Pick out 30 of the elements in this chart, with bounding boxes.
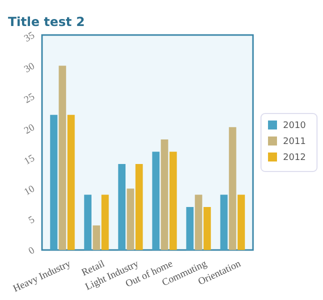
bar [101,194,109,250]
bar [220,194,228,250]
bar [118,164,126,250]
y-tick-label: 30 [22,60,37,76]
y-tick-label: 20 [22,122,37,137]
bar [67,114,75,250]
bar [228,127,236,250]
y-tick-label: 10 [22,184,37,198]
legend-label: 2011 [283,136,306,147]
bar [50,114,58,250]
bar [58,66,66,250]
bar [152,152,160,250]
legend-label: 2012 [283,152,306,163]
y-tick-label: 0 [26,245,37,258]
y-tick-label: 35 [22,30,37,45]
bar [186,207,194,250]
y-tick-label: 25 [22,91,37,106]
bar [204,207,211,250]
chart-title: Title test 2 [8,14,85,29]
bar [84,194,92,250]
y-tick-label: 15 [22,152,37,168]
bar [126,188,134,250]
bar [160,139,168,250]
bar [135,164,143,250]
legend-label: 2010 [283,120,306,131]
bar [92,225,100,250]
bar [169,152,177,250]
bar [238,194,245,250]
y-tick-label: 5 [26,214,37,226]
bar [194,194,202,250]
